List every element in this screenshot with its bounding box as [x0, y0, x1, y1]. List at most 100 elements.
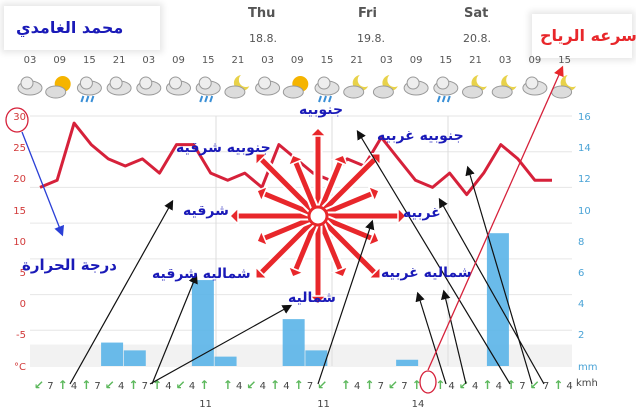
wind-arrow-icon: ↑ — [482, 378, 493, 392]
cloud-icon — [166, 76, 191, 96]
temperature-tick-label: 30 — [13, 112, 26, 123]
wind-cell: ↑ 7 — [364, 376, 386, 392]
date-sat: 20.8. — [463, 32, 491, 45]
wind-speed-value: 4 — [162, 381, 172, 392]
label-northeast: شماليه شرقيه — [152, 266, 251, 282]
wind-arrow-icon: ↙ — [529, 378, 540, 392]
wind-arrow-icon: ↑ — [152, 378, 163, 392]
wind-speed-value: 4 — [232, 381, 243, 392]
compass-arrowhead — [330, 265, 349, 278]
wind-arrow-icon: ↙ — [104, 378, 115, 392]
cloud-icon — [255, 76, 281, 96]
pointer-arrow — [151, 273, 198, 385]
compass-arrowhead — [308, 295, 328, 306]
compass-arrowhead — [367, 228, 380, 247]
precip-tick-label: 2 — [578, 330, 585, 342]
wind-arrow-icon: ↙ — [175, 378, 186, 392]
precip-tick-label: 16 — [578, 112, 591, 123]
wind-cell: ↑ 4 — [152, 376, 174, 392]
sun-icon — [45, 76, 71, 99]
wind-cell: ↙ 7 — [388, 376, 410, 392]
precip-tick-label: 4 — [578, 299, 585, 311]
wind-cell: ↑ 4 — [340, 376, 363, 392]
precip-bar — [396, 359, 419, 366]
precip-tick-label: 12 — [578, 174, 591, 186]
label-south: جنوبيه — [299, 102, 344, 118]
temperature-tick-label: 25 — [13, 143, 26, 155]
moon-icon — [343, 73, 372, 99]
pointer-arrow — [441, 289, 467, 385]
compass-arrowhead — [330, 154, 349, 167]
compass-center — [307, 205, 329, 227]
wind-speed-value: 7 — [91, 381, 101, 392]
temperature-tick-label: 20 — [13, 174, 26, 186]
author-label: محمد الغامدي — [16, 18, 124, 37]
temperature-tick-label: 15 — [13, 205, 26, 217]
weather-diagram: محمد الغامدي سرعه الرياح Thu 18.8. Fri 1… — [4, 6, 636, 410]
wind-arrow-icon: ↑ — [435, 378, 446, 392]
wind-arrow-icon: ↑ — [222, 378, 233, 392]
compass-arrowhead — [228, 206, 239, 226]
precip-bar — [282, 319, 305, 366]
wind-speed-value: 4 — [492, 381, 502, 392]
precip-bar — [101, 342, 124, 366]
temperature-pointer — [21, 131, 64, 237]
wind-speed-value: 7 — [44, 381, 54, 392]
wind-cell: ↙ 4 — [459, 376, 481, 392]
wind-speed-value: 7 — [516, 381, 526, 392]
wind-speed-value: 4 — [468, 381, 479, 392]
wind-speed-value: 11 — [317, 399, 330, 410]
compass-arrowhead — [287, 265, 306, 278]
hour-label: 21 — [112, 55, 126, 66]
weather-icons-row — [17, 73, 580, 103]
wind-cell: ↑ 7 — [128, 376, 150, 392]
compass-arrowhead — [287, 154, 306, 167]
hour-label: 09 — [290, 55, 304, 66]
label-southeast: جنوبيه شرقيه — [176, 140, 271, 156]
hour-label: 21 — [350, 55, 364, 66]
wind-value-highlight — [419, 370, 437, 394]
wind-arrow-icon: ↑ — [128, 378, 139, 392]
wind-arrow-icon: ↑ — [81, 378, 92, 392]
rain-icon — [314, 76, 340, 103]
temperature-tick-label: 0 — [19, 299, 26, 311]
compass-arrow — [259, 157, 320, 218]
compass-arrowhead — [255, 153, 269, 167]
hour-label: 09 — [53, 55, 67, 66]
wind-arrow-icon: ↑ — [340, 378, 351, 392]
compass-arrow — [316, 214, 377, 275]
compass-arrowhead — [367, 265, 381, 279]
cloud-icon — [403, 76, 429, 96]
hour-label: 15 — [83, 55, 96, 66]
wind-speed-label-box: سرعه الرياح — [532, 14, 636, 58]
day-fri: Fri — [358, 6, 377, 21]
wind-cell: ↑ 4 — [270, 376, 292, 392]
hour-label: 15 — [439, 55, 453, 66]
rain-icon — [195, 76, 221, 103]
wind-speed-value: 4 — [350, 381, 361, 392]
wind-arrow-icon: ↑ — [506, 378, 517, 392]
wind-cell: ↙ 7 — [529, 376, 552, 392]
wind-arrow-icon: ↑ — [364, 378, 375, 392]
label-west: غربيه — [403, 205, 441, 221]
compass-arrowhead — [397, 206, 408, 226]
date-fri: 19.8. — [357, 32, 385, 45]
date-thu: 18.8. — [249, 32, 277, 45]
sun-icon — [282, 76, 309, 99]
wind-speed-label: سرعه الرياح — [540, 26, 636, 45]
wind-speed-value: 7 — [539, 381, 550, 392]
wind-speed-value: 14 — [411, 399, 425, 410]
precip-bar — [191, 280, 214, 366]
label-north: شماليه — [288, 290, 336, 306]
hour-label: 03 — [498, 55, 512, 66]
hour-label: 15 — [320, 55, 334, 66]
wind-cell: ↑ 4 — [58, 376, 80, 392]
wind-arrow-icon: ↑ — [270, 378, 281, 392]
wind-cell: ↙ 4 — [175, 376, 198, 392]
temperature-tick-label: 5 — [19, 268, 26, 279]
pointer-arrow — [317, 219, 375, 385]
temp-axis-highlight — [5, 107, 29, 133]
wind-speed-value: 7 — [374, 381, 384, 392]
rain-icon — [76, 76, 102, 103]
cloud-icon — [522, 76, 548, 96]
